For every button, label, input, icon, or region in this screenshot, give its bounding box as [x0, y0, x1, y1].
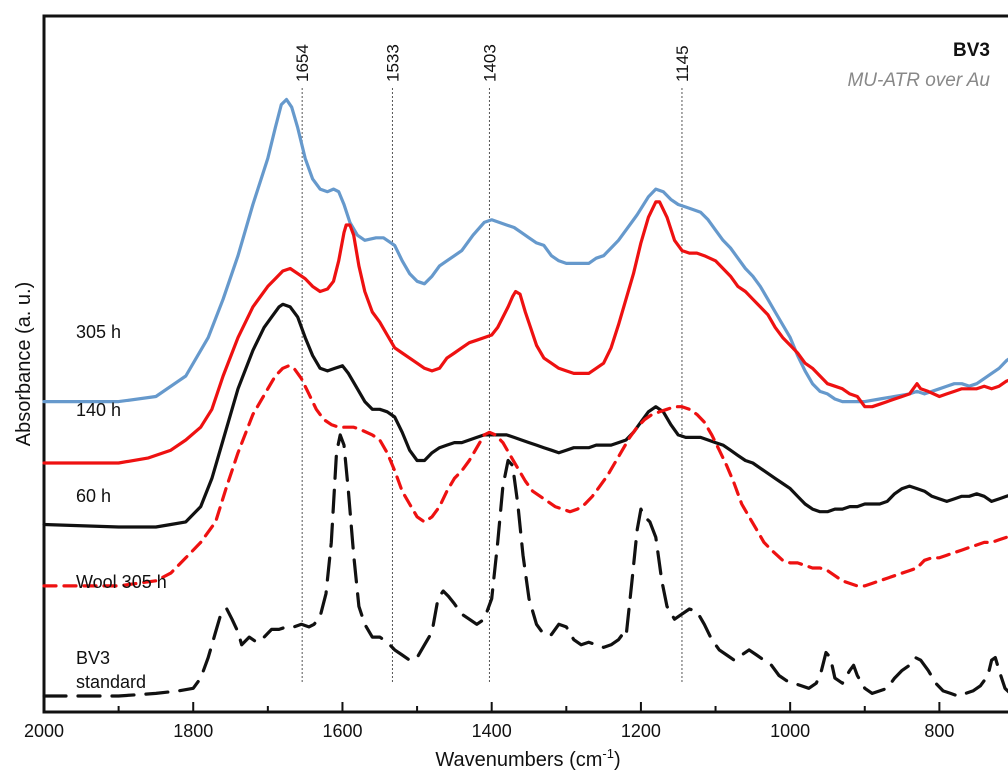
x-tick-label-1000: 1000	[770, 721, 810, 741]
peak-label-1145: 1145	[673, 45, 692, 82]
chart-subtitle: MU-ATR over Au	[847, 70, 990, 91]
plot-frame	[42, 14, 1008, 714]
chart-title: BV3	[953, 40, 990, 61]
y-axis-title: Absorbance (a. u.)	[13, 282, 35, 447]
peak-label-1654: 1654	[293, 44, 312, 82]
x-axis-title-sup: -1	[602, 746, 614, 761]
peak-label-1403: 1403	[480, 44, 499, 82]
series-line-wool-305-h	[42, 364, 1008, 588]
x-tick-label-2000: 2000	[24, 721, 64, 741]
x-tick-label-1400: 1400	[472, 721, 512, 741]
series-line-60-h	[42, 302, 1008, 529]
x-axis-title: Wavenumbers (cm-1)	[435, 746, 620, 771]
series-line-140-h	[42, 200, 1008, 465]
series-layer	[42, 97, 1008, 698]
x-axis-title-main: Wavenumbers (cm	[435, 749, 602, 771]
x-axis-title-close: )	[614, 749, 621, 771]
series-label-60-h: 60 h	[76, 486, 111, 506]
series-label-140-h: 140 h	[76, 400, 121, 420]
series-label-305-h: 305 h	[76, 322, 121, 342]
x-axis: 2000 1800 1600 1400 1200 1000 800	[24, 702, 954, 741]
series-label-wool-305-h: Wool 305 h	[76, 572, 167, 592]
peak-label-1533: 1533	[383, 44, 402, 82]
x-tick-label-1600: 1600	[322, 721, 362, 741]
series-line-305-h	[42, 97, 1008, 404]
series-line-bv3-standard	[42, 433, 1008, 698]
x-tick-label-1200: 1200	[621, 721, 661, 741]
peak-marker-layer: 1654 1533 1403 1145	[293, 44, 692, 684]
x-tick-label-1800: 1800	[173, 721, 213, 741]
x-tick-label-800: 800	[924, 721, 954, 741]
series-label-layer: 305 h 140 h 60 h Wool 305 h BV3 standard	[76, 322, 167, 692]
series-label-bv3-standard: BV3 standard	[76, 648, 146, 692]
